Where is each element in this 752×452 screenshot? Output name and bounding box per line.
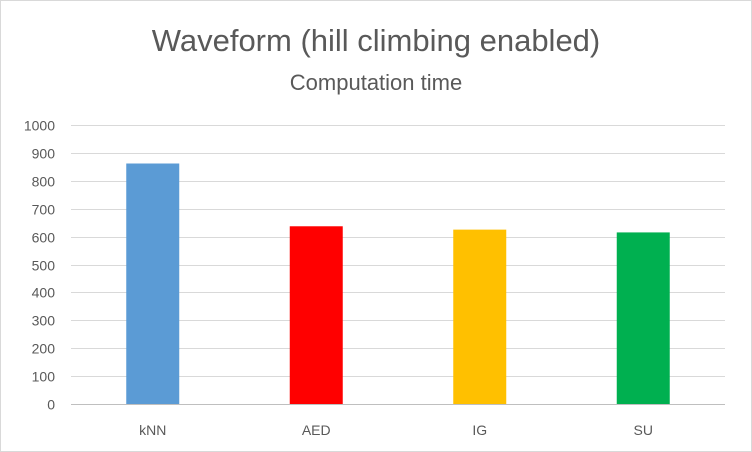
y-tick-label: 400 xyxy=(32,285,56,301)
y-tick-label: 500 xyxy=(32,258,56,274)
y-tick-label: 300 xyxy=(32,313,56,329)
y-tick-label: 0 xyxy=(47,397,55,413)
x-tick-label: SU xyxy=(634,422,653,438)
y-tick-label: 600 xyxy=(32,230,56,246)
chart-title: Waveform (hill climbing enabled) xyxy=(151,23,601,58)
y-tick-label: 100 xyxy=(32,369,56,385)
bar-ig xyxy=(453,229,507,404)
bar-knn xyxy=(126,163,180,404)
x-tick-label: AED xyxy=(302,422,331,438)
y-tick-label: 800 xyxy=(32,174,56,190)
y-tick-label: 1000 xyxy=(24,118,55,134)
bar-su xyxy=(616,232,670,404)
y-tick-label: 200 xyxy=(32,341,56,357)
chart-subtitle: Computation time xyxy=(289,70,463,95)
x-tick-label: IG xyxy=(472,422,487,438)
x-tick-label: kNN xyxy=(139,422,166,438)
y-tick-label: 700 xyxy=(32,202,56,218)
y-tick-label: 900 xyxy=(32,146,56,162)
bar-aed xyxy=(289,226,343,404)
